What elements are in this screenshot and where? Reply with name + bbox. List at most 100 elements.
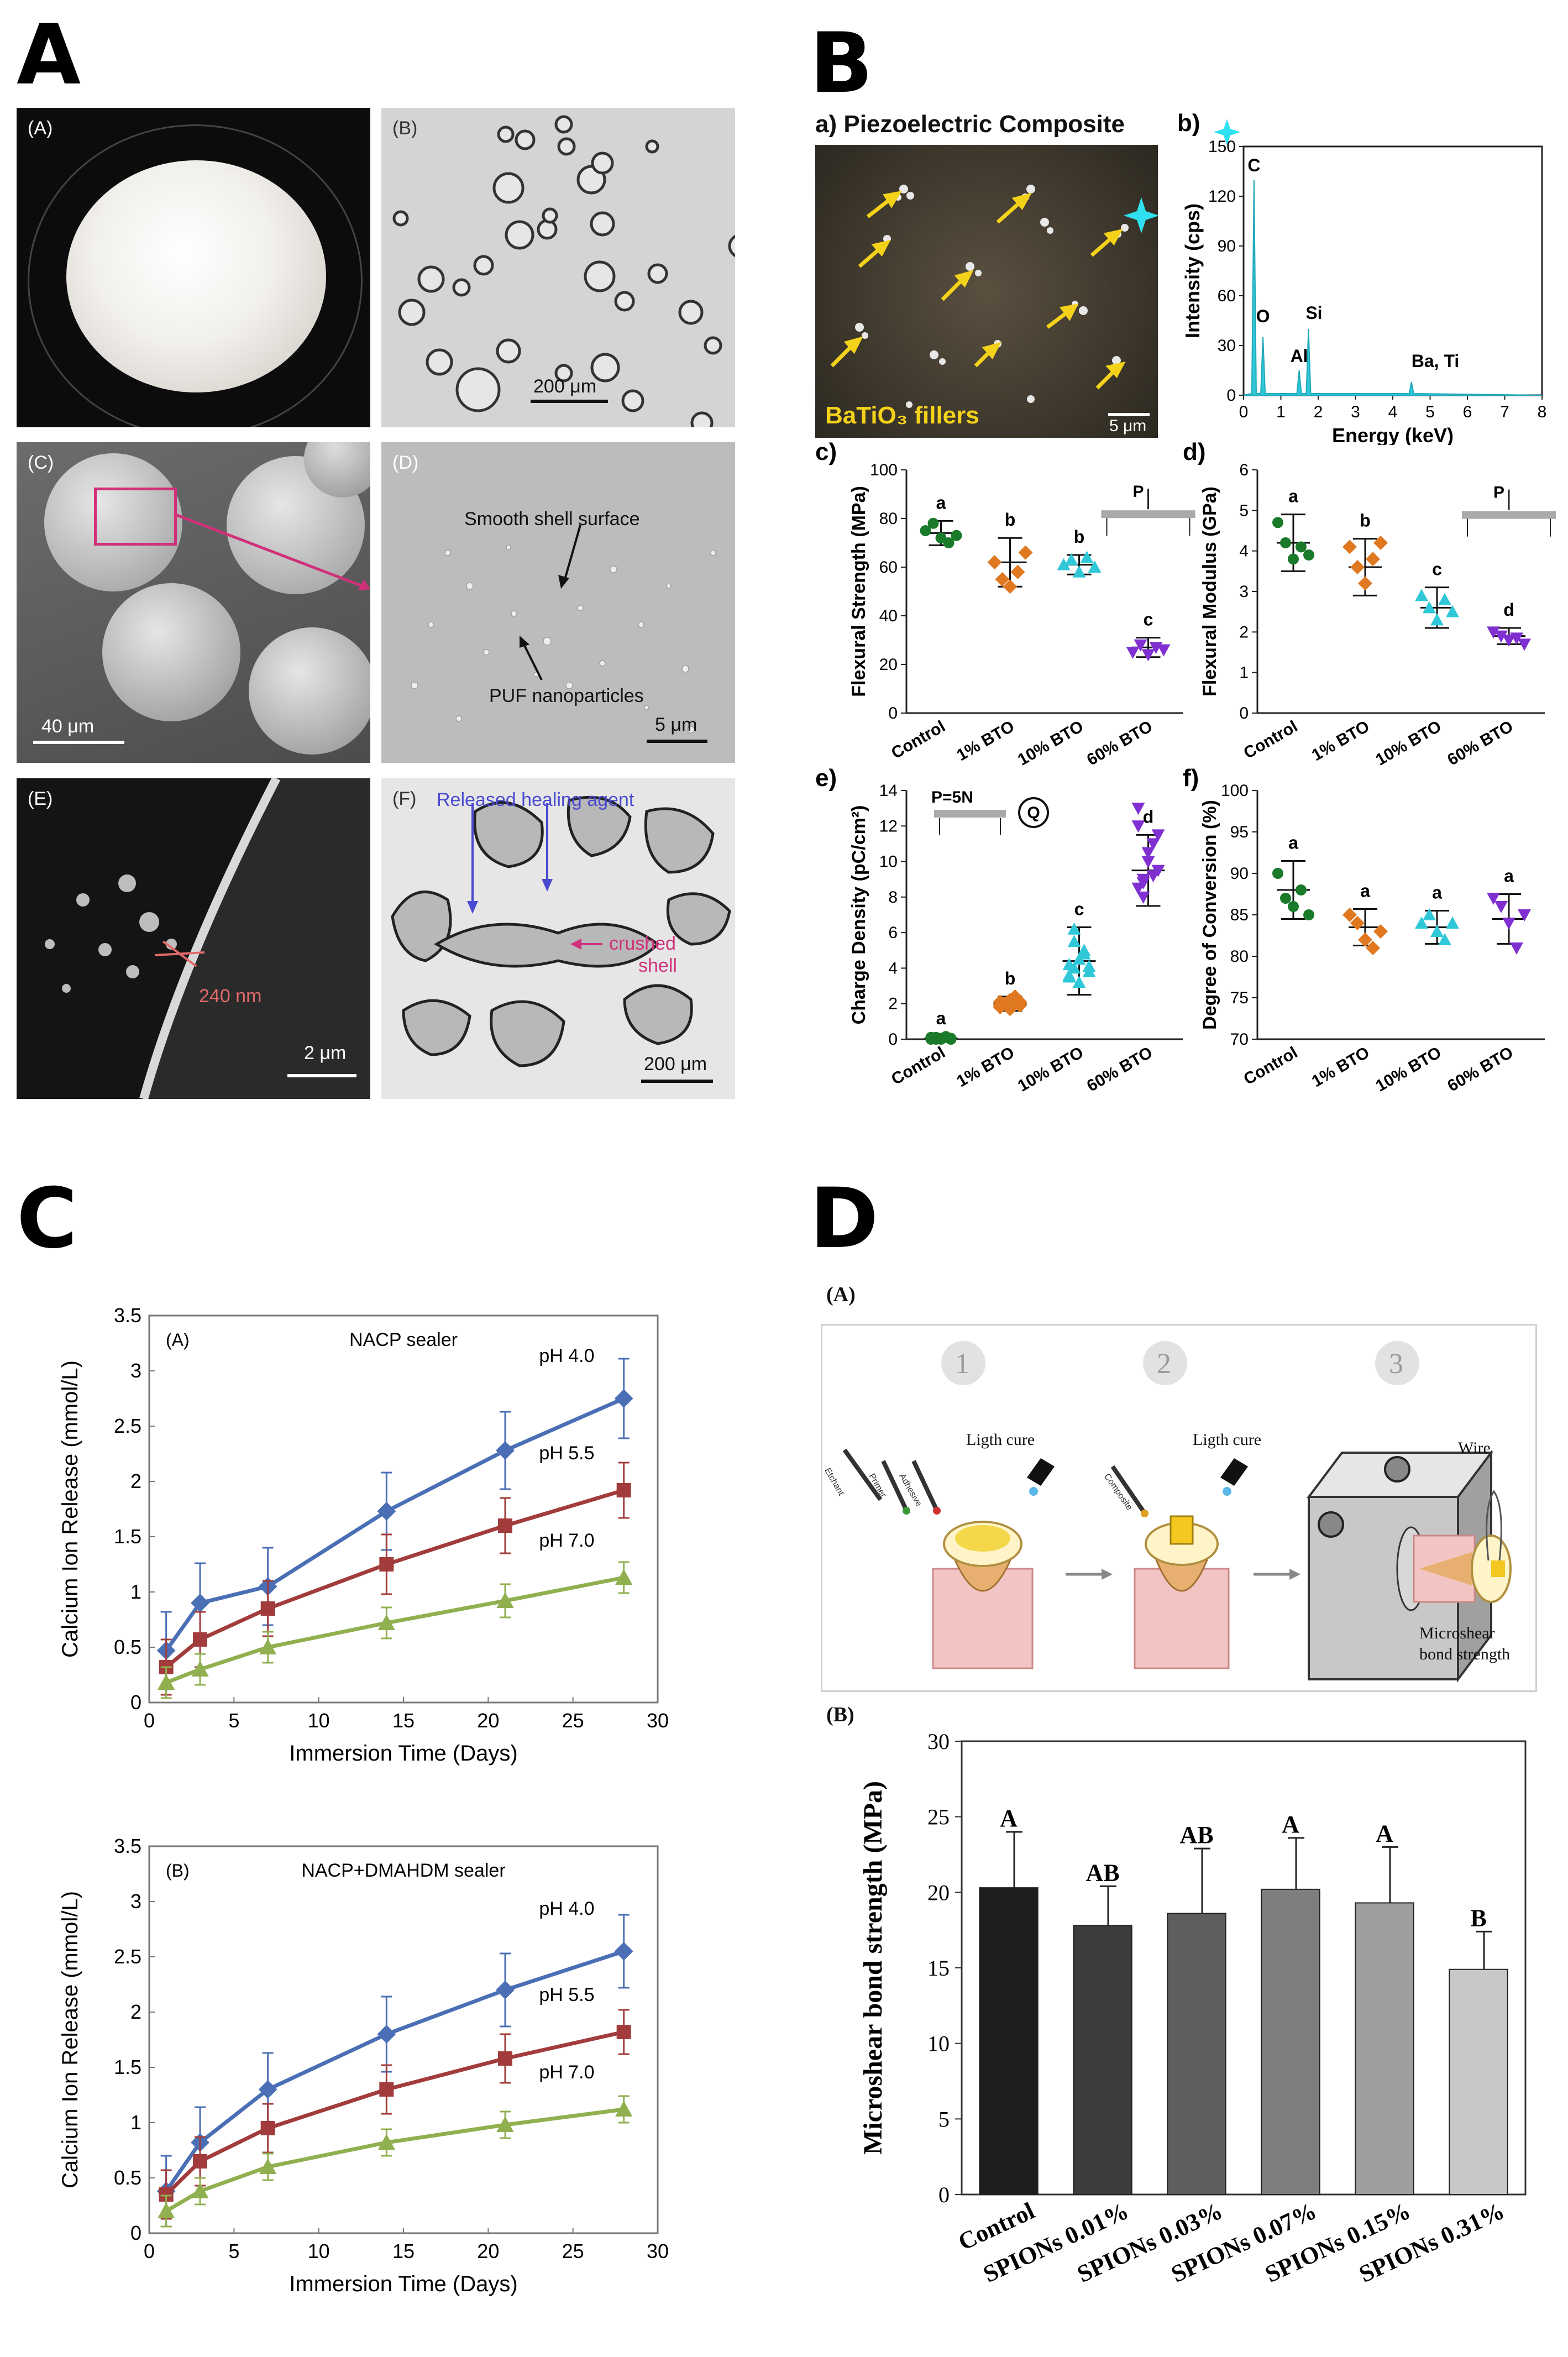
eds-peak-label: Si (1305, 303, 1322, 323)
data-point (1288, 553, 1299, 565)
ytick-label: 100 (870, 461, 898, 479)
data-point (1062, 968, 1076, 981)
ytick-label: 20 (927, 1880, 950, 1905)
data-point (1141, 649, 1155, 662)
crushed-label: crushed (609, 933, 676, 954)
significance-letter: c (1432, 559, 1442, 579)
significance-letter: AB (1179, 1821, 1213, 1848)
eds-ytick-label: 0 (1226, 386, 1236, 405)
data-point (1487, 626, 1500, 639)
ytick-label: 0 (130, 1691, 141, 1714)
xtick-label: 5 (228, 1709, 239, 1732)
data-point (615, 2101, 633, 2117)
eds-ytick-label: 60 (1218, 287, 1236, 305)
data-point (1141, 847, 1155, 860)
fillers-label: BaTiO₃ fillers (825, 402, 979, 429)
ytick-label: 1 (130, 2111, 141, 2134)
xtick-label: 5 (228, 2240, 239, 2262)
data-point (1494, 630, 1508, 643)
data-point (1067, 935, 1081, 947)
ytick-label: 3.5 (114, 1304, 141, 1327)
data-point (158, 2202, 175, 2218)
eds-xtick-label: 5 (1425, 403, 1435, 421)
sem-shell-surface: (D) Smooth shell surface PUF nanoparticl… (381, 442, 735, 763)
ytick-label: 3 (130, 1890, 141, 1913)
data-point (1057, 558, 1071, 570)
y-axis-label: Flexural Modulus (GPa) (1199, 486, 1220, 696)
applicator-brushes (842, 1448, 941, 1515)
data-point (1438, 933, 1451, 945)
ytick-label: 6 (1239, 461, 1249, 479)
load-bar (1101, 510, 1195, 518)
data-point (496, 1441, 515, 1460)
data-point (377, 2134, 395, 2150)
photo-label-f: (F) (392, 788, 417, 809)
xtick-label: 10 (308, 2240, 330, 2262)
eds-ytick-label: 90 (1218, 237, 1236, 255)
significance-letter: d (1503, 600, 1514, 620)
wire-label: Wire (1458, 1439, 1491, 1457)
bar (979, 1887, 1039, 2195)
microcapsule-1 (44, 453, 182, 591)
data-point (995, 572, 1010, 586)
photo-label-e: (E) (28, 788, 53, 809)
ytick-label: 10 (927, 2031, 950, 2056)
eds-spectrum-chart: b) 0 1 2 3 4 5 6 7 8 0 30 60 90 120 150 Energy (keV) Int… (1177, 109, 1546, 445)
composite-applicator (1110, 1465, 1149, 1517)
charge-meter-label: Q (1027, 804, 1040, 822)
ytick-label: 0.5 (114, 2166, 141, 2189)
data-point (1510, 632, 1523, 645)
ytick-label: 60 (879, 558, 898, 577)
data-point (1446, 605, 1459, 617)
load-label: P=5N (931, 788, 973, 806)
charge-meter-icon (1018, 797, 1049, 828)
load-label: P (1132, 483, 1144, 501)
sem-shell-thickness: (E) 240 nm 2 μm (17, 778, 370, 1099)
light-cure-label-2: Ligth cure (1193, 1431, 1262, 1449)
eds-ytick-label: 150 (1208, 138, 1236, 156)
xtick-label: 10% BTO (1015, 1043, 1087, 1095)
data-point (987, 555, 1002, 570)
data-point (1141, 856, 1155, 868)
scale-bar-composite (1108, 413, 1150, 416)
data-point (1430, 925, 1444, 937)
powder-pile (66, 160, 326, 392)
data-point (191, 2182, 209, 2198)
scale-bar-b (531, 400, 608, 403)
calcium-release-chart-top: 0 5 10 15 20 25 30 0 0.5 1 1.5 2 2.5 3 3.5 Immersion Ti… (58, 1304, 669, 1766)
eds-xtick-label: 3 (1351, 403, 1360, 421)
load-bar (1462, 511, 1556, 519)
significance-letter: a (1360, 881, 1370, 901)
data-point (259, 1638, 277, 1654)
ytick-label: 1.5 (114, 1525, 141, 1548)
scale-bar-e (287, 1074, 356, 1077)
data-point (943, 537, 955, 548)
ytick-label: 5 (938, 2107, 950, 2131)
data-point (1366, 941, 1380, 955)
chart-title: NACP sealer (349, 1329, 458, 1350)
data-point (1088, 561, 1102, 573)
data-point (258, 2080, 277, 2099)
y-axis-label: Degree of Conversion (%) (1199, 800, 1220, 1030)
puf-nanoparticles-label: PUF nanoparticles (489, 685, 644, 706)
data-point (1077, 947, 1091, 960)
y-axis-label: Microshear bond strength (MPa) (858, 1781, 888, 2155)
step-markers (941, 1341, 1419, 1385)
series-line (164, 1949, 625, 2193)
y-axis-label: Charge Density (pC/cm²) (848, 805, 869, 1025)
data-point (1366, 552, 1380, 567)
series-label: pH 4.0 (539, 1345, 594, 1366)
data-point (1415, 589, 1428, 601)
significance-letter: d (1143, 806, 1154, 826)
data-point (616, 1483, 631, 1497)
y-axis-label: Flexural Strength (MPa) (848, 486, 869, 697)
significance-letter: a (936, 493, 946, 512)
calcium-release-chart-bottom: 0 5 10 15 20 25 30 0 0.5 1 1.5 2 2.5 3 3.5 Immersion Ti… (58, 1835, 669, 2296)
data-point (1151, 829, 1165, 842)
data-point (1342, 540, 1357, 554)
xtick-label: 30 (647, 1709, 669, 1732)
load-bar (934, 810, 1006, 818)
xtick-label: 10% BTO (1372, 1043, 1444, 1095)
significance-letter: A (1000, 1805, 1018, 1832)
